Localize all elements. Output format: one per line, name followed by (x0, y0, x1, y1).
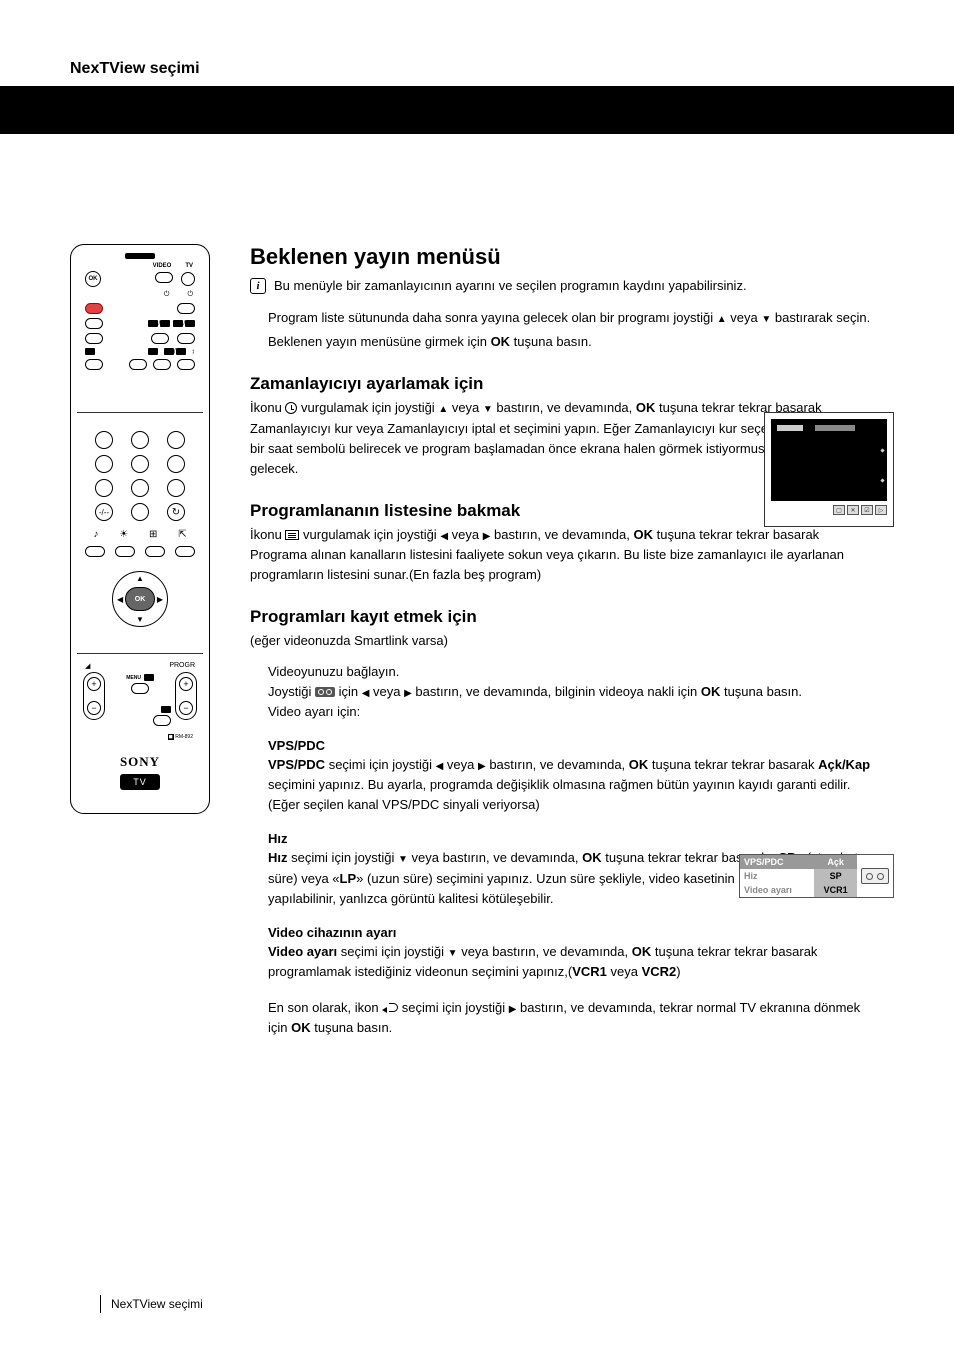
tv-mini-icon: ✕ (847, 505, 859, 515)
joystick: ▲ ▼ ◀ ▶ OK (112, 571, 168, 627)
section-subtitle-record: (eğer videonuzda Smartlink varsa) (250, 631, 874, 651)
num-button (167, 479, 185, 497)
vcr-row-value: Açk (814, 855, 857, 869)
num-button (167, 455, 185, 473)
progr-label: PROGR (169, 662, 195, 670)
remote-column: VIDEO TV OK ⏻ ⏻ (70, 244, 220, 1038)
remote-button (177, 303, 195, 314)
num-button (95, 455, 113, 473)
power-button (181, 272, 195, 286)
record-steps: Videoyunuzu bağlayın. Joystiği için ◀ ve… (250, 662, 874, 722)
remote-button (177, 359, 195, 370)
tv-screen-figure: ▢ ✕ ☑ ▷ (764, 412, 894, 527)
remote-button (85, 318, 103, 329)
section-body-list: İkonu vurgulamak için joystiği ◀ veya ▶ … (250, 525, 874, 585)
section-heading-record: Programları kayıt etmek için (250, 607, 874, 627)
info-icon: i (250, 278, 266, 294)
list-icon (285, 530, 299, 540)
num-button (131, 503, 149, 521)
menu-button (131, 683, 149, 694)
main-heading: Beklenen yayın menüsü (250, 244, 874, 270)
vcr-row-value: SP (814, 869, 857, 883)
remote-button (85, 333, 103, 344)
color-button (85, 546, 105, 557)
label-video: VIDEO (153, 263, 172, 269)
volume-rocker: +− (83, 672, 105, 720)
brand-logo: SONY (83, 754, 197, 770)
num-button (131, 479, 149, 497)
exit-icon: ⇱ (178, 529, 186, 540)
vcr-row-label: VPS/PDC (740, 855, 814, 869)
teletext-icon: ⊞ (149, 529, 157, 540)
power-icon: ⏻ (164, 291, 170, 299)
num-button (131, 455, 149, 473)
num-button (95, 431, 113, 449)
num-button (167, 431, 185, 449)
model-label: RM-892 (175, 734, 193, 740)
vcr-settings-figure: VPS/PDC Açk Hiz SP Video ayarı VCR1 (739, 854, 894, 898)
tv-mini-icon: ▢ (833, 505, 845, 515)
num-button (131, 431, 149, 449)
remote-button (153, 359, 171, 370)
icon (85, 348, 95, 355)
sub-body-videodev: Video ayarı seçimi için joystiği ▼ veya … (250, 942, 874, 982)
red-button (85, 303, 103, 314)
header-black-bar (0, 86, 954, 134)
power-icon: ⏻ (187, 291, 193, 299)
tv-badge: TV (120, 774, 160, 790)
return-button: ↻ (167, 503, 185, 521)
color-button (115, 546, 135, 557)
sun-icon: ☀ (119, 529, 128, 540)
text-column: ▢ ✕ ☑ ▷ VPS/PDC Açk Hiz SP Video ayarı (250, 244, 884, 1038)
remote-button (155, 272, 173, 283)
tape-icon (861, 868, 889, 884)
label-tv: TV (185, 263, 193, 269)
program-rocker: +− (175, 672, 197, 720)
vcr-row-label: Video ayarı (740, 883, 814, 897)
page-header: NexTView seçimi (70, 60, 884, 78)
dash-button: -/-- (95, 503, 113, 521)
note-icon: ♪ (93, 529, 98, 540)
remote-button (129, 359, 147, 370)
menu-label: MENU (126, 675, 141, 681)
clock-icon (285, 402, 297, 414)
sub-heading-vpspdc: VPS/PDC (250, 738, 874, 753)
vcr-row-value: VCR1 (814, 883, 857, 897)
color-button (145, 546, 165, 557)
color-button (175, 546, 195, 557)
intro-text: Bu menüyle bir zamanlayıcının ayarını ve… (274, 276, 747, 296)
vol-icon: ◢ (85, 662, 90, 670)
step-text: Program liste sütununda daha sonra yayın… (250, 308, 874, 352)
sub-heading-hiz: Hız (250, 831, 874, 846)
num-button (95, 479, 113, 497)
vcr-icon (315, 687, 335, 697)
tv-mini-icon: ☑ (861, 505, 873, 515)
vcr-row-label: Hiz (740, 869, 814, 883)
final-text: En son olarak, ikon seçimi için joystiği… (250, 998, 874, 1038)
page-footer: NexTView seçimi (100, 1295, 203, 1313)
content: VIDEO TV OK ⏻ ⏻ (70, 244, 884, 1038)
remote-button (177, 333, 195, 344)
sub-body-vpspdc: VPS/PDC seçimi için joystiği ◀ veya ▶ ba… (250, 755, 874, 815)
ok-small-button: OK (85, 271, 101, 287)
tv-mini-icon: ▷ (875, 505, 887, 515)
joystick-ok: OK (125, 587, 155, 611)
remote-control-figure: VIDEO TV OK ⏻ ⏻ (70, 244, 210, 814)
remote-button (85, 359, 103, 370)
remote-button (151, 333, 169, 344)
return-icon (382, 1003, 398, 1013)
sub-heading-videodev: Video cihazının ayarı (250, 925, 874, 940)
section-heading-timer: Zamanlayıcıyı ayarlamak için (250, 374, 874, 394)
remote-button (153, 715, 171, 726)
